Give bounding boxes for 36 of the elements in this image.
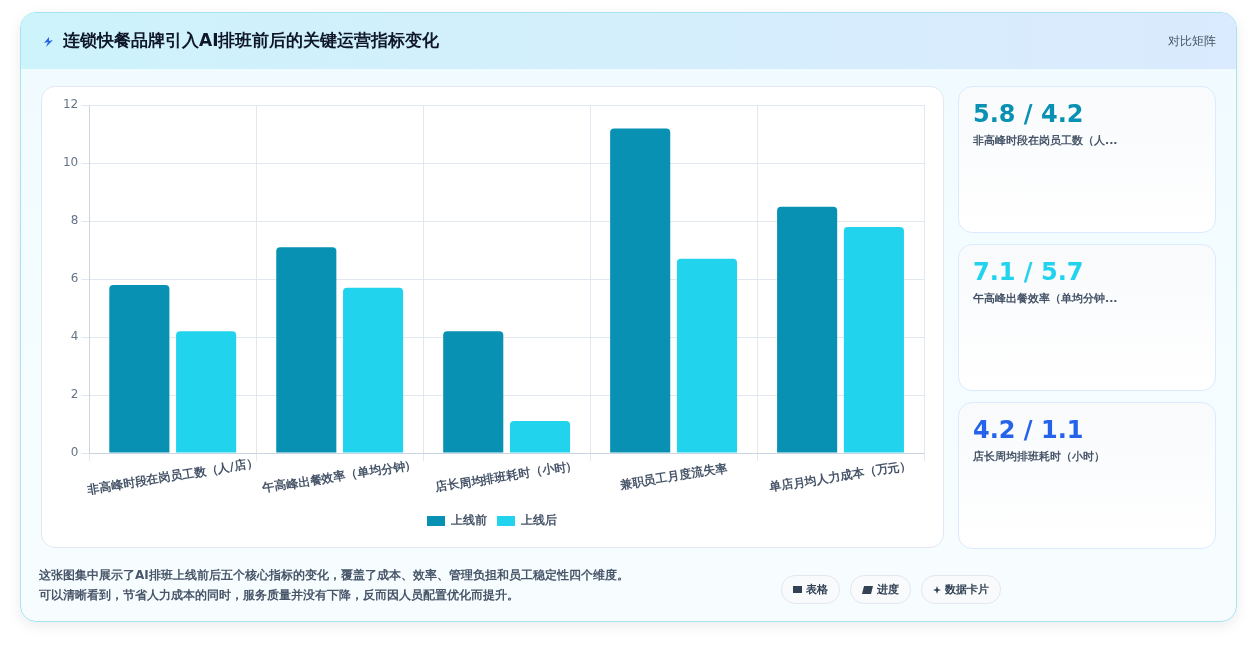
legend-label: 上线后 <box>520 513 557 528</box>
text: 数据卡片 <box>945 582 989 597</box>
text: 对比矩阵 <box>1168 33 1216 50</box>
x-tick-label: 兼职员工月度流失率 <box>618 460 728 492</box>
text: 可以清晰看到，节省人力成本的同时，服务质量并没有下降，反而因人员配置优化而提升。 <box>39 587 520 604</box>
y-tick-label: 0 <box>70 445 79 460</box>
bar <box>109 284 170 453</box>
y-tick-label: 10 <box>62 155 79 170</box>
y-tick-label: 6 <box>70 271 79 286</box>
text: 进度 <box>877 582 899 597</box>
x-tick-label: 店长周均排班耗时（小时） <box>433 457 579 495</box>
chart-title: 连锁快餐品牌引入AI排班前后的关键运营指标变化 <box>63 29 440 52</box>
y-tick-label: 4 <box>70 329 79 344</box>
text: 午高峰出餐效率（单均分钟... <box>973 291 1119 306</box>
x-tick-label: 单店月均人力成本（万元） <box>767 457 913 495</box>
text: 非高峰时段在岗员工数（人... <box>973 133 1119 148</box>
y-tick-label: 8 <box>70 213 79 228</box>
x-tick-label: 非高峰时段在岗员工数（人/店） <box>85 455 259 497</box>
y-tick-label: 2 <box>70 387 79 402</box>
x-tick-label: 午高峰出餐效率（单均分钟） <box>260 457 418 496</box>
bar <box>343 287 404 453</box>
bar <box>176 331 237 453</box>
bar <box>509 421 571 453</box>
text: 表格 <box>806 582 828 597</box>
bar <box>843 226 904 453</box>
bar <box>676 258 738 453</box>
bar <box>777 206 838 453</box>
bar <box>610 128 671 453</box>
bar <box>276 247 337 453</box>
bar <box>443 331 504 453</box>
text: 4.2 / 1.1 <box>973 415 1085 445</box>
y-tick-label: 12 <box>62 97 79 112</box>
text: 7.1 / 5.7 <box>973 257 1085 287</box>
text: 5.8 / 4.2 <box>973 99 1085 129</box>
text: 这张图集中展示了AI排班上线前后五个核心指标的变化，覆盖了成本、效率、管理负担和员工稳定性四个维度。 <box>39 567 629 584</box>
legend-label: 上线前 <box>450 513 487 528</box>
